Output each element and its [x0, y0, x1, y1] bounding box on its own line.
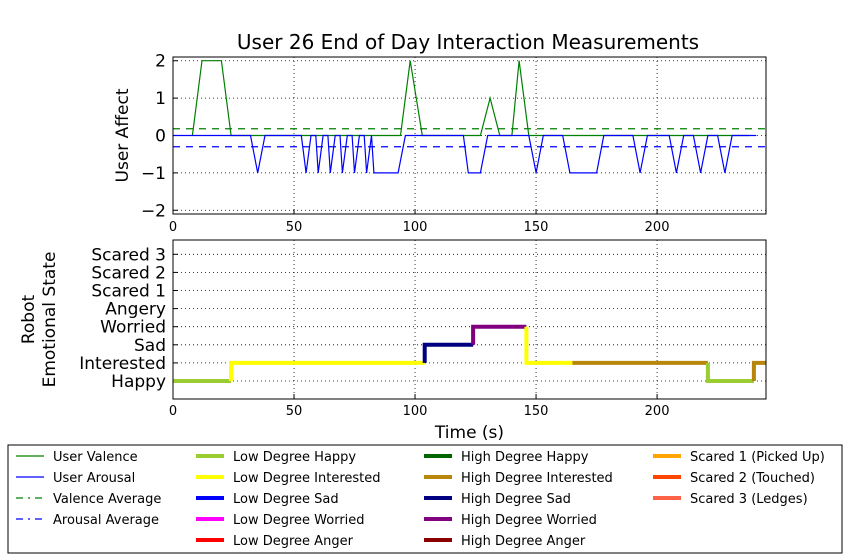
top-panel: 0 50 100 150 200 2 1 0 −1 −2 User Affect	[113, 52, 767, 235]
segment-high-degree-sad	[422, 342, 474, 363]
legend-label: Low Degree Sad	[233, 492, 339, 507]
bottom-xlabel: Time (s)	[434, 423, 504, 443]
top-y-tick-label: 0	[155, 127, 166, 147]
bottom-panel: 0 50 100 150 200 HappyInterestedSadWorriedAng…	[19, 239, 767, 443]
legend-label: User Arousal	[53, 471, 135, 486]
top-x-tick-label: 50	[286, 220, 303, 235]
legend-label: Low Degree Anger	[233, 534, 354, 549]
legend-label: High Degree Anger	[461, 534, 586, 549]
top-y-tick-label: −2	[141, 201, 166, 221]
legend-label: Scared 2 (Touched)	[690, 471, 815, 486]
top-ylabel: User Affect	[113, 88, 133, 182]
legend-label: High Degree Sad	[461, 492, 571, 507]
top-y-tick-label: 1	[155, 89, 166, 109]
legend-label: High Degree Worried	[461, 513, 597, 528]
bottom-axes-frame	[172, 239, 767, 400]
legend-label: High Degree Interested	[461, 471, 613, 486]
chart-title: User 26 End of Day Interaction Measureme…	[237, 30, 699, 54]
bottom-x-tick-label: 200	[645, 404, 670, 419]
series-user-arousal	[173, 134, 757, 174]
legend-label: Scared 3 (Ledges)	[690, 492, 808, 507]
top-x-tick-label: 150	[524, 220, 549, 235]
legend-label: Scared 1 (Picked Up)	[690, 450, 825, 465]
bottom-ylabel-line: Emotional State	[40, 252, 60, 388]
legend-label: Arousal Average	[53, 513, 159, 528]
top-axes-frame	[172, 56, 767, 215]
segment-high-degree-worried	[471, 324, 527, 345]
bottom-y-tick-label: Interested	[79, 354, 166, 374]
segment-low-degree-interested	[524, 326, 573, 365]
legend-label: High Degree Happy	[461, 450, 589, 465]
bottom-ylabel-line: Robot	[19, 295, 39, 345]
segment-high-degree-interested	[751, 360, 766, 381]
bottom-y-tick-label: Scared 2	[91, 263, 166, 283]
legend-label: Low Degree Interested	[233, 471, 381, 486]
legend-label: User Valence	[53, 450, 138, 465]
segment-low-degree-happy	[705, 362, 754, 383]
legend: User Valence User Arousal Valence Average A…	[7, 444, 843, 554]
bottom-x-tick-label: 50	[286, 404, 303, 419]
bottom-x-tick-label: 100	[403, 404, 428, 419]
top-x-tick-label: 200	[645, 220, 670, 235]
top-y-tick-label: −1	[141, 164, 166, 184]
bottom-y-tick-label: Scared 1	[91, 282, 166, 302]
top-y-tick-label: 2	[155, 52, 166, 72]
legend-label: Low Degree Worried	[233, 513, 365, 528]
bottom-y-tick-label: Angery	[105, 300, 166, 320]
segment-low-degree-interested	[229, 360, 425, 381]
bottom-ylabel: RobotEmotional State	[19, 252, 60, 388]
top-x-tick-label: 100	[403, 220, 428, 235]
legend-label: Valence Average	[53, 492, 161, 507]
top-x-tick-label: 0	[169, 220, 177, 235]
bottom-x-tick-label: 0	[169, 404, 177, 419]
bottom-x-tick-label: 150	[524, 404, 549, 419]
bottom-y-tick-label: Worried	[100, 318, 166, 338]
bottom-y-tick-label: Sad	[134, 336, 166, 356]
legend-label: Low Degree Happy	[233, 450, 356, 465]
bottom-y-tick-label: Scared 3	[91, 245, 166, 265]
bottom-y-tick-label: Happy	[111, 372, 166, 392]
